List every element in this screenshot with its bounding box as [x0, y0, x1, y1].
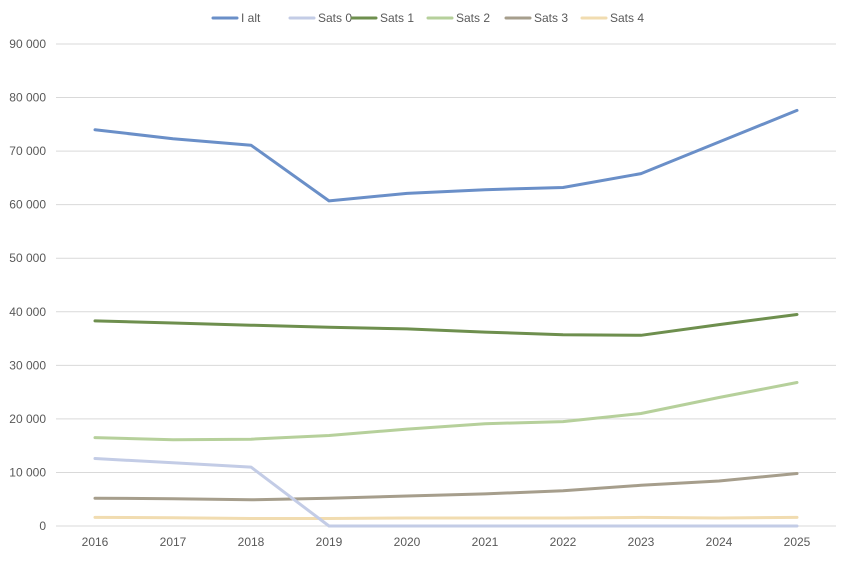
x-tick-label: 2023	[628, 535, 655, 549]
series-line-sats-4	[93, 515, 799, 520]
x-tick-label: 2020	[394, 535, 421, 549]
x-tick-label: 2021	[472, 535, 499, 549]
y-tick-label: 10 000	[9, 465, 46, 479]
x-tick-label: 2025	[784, 535, 811, 549]
y-tick-label: 20 000	[9, 412, 46, 426]
y-axis-tick-labels: 0 10 000 20 000 30 000 40 000 50 000 60 000 70 …	[9, 37, 46, 533]
series-lines	[93, 108, 799, 528]
x-axis-tick-labels: 2016 2017 2018 2019 2020 2021 2022 2023 2024 2025	[82, 535, 811, 549]
legend-label-i-alt: I alt	[241, 11, 261, 25]
series-line-sats-1	[93, 313, 799, 337]
legend-label-sats-2: Sats 2	[456, 11, 490, 25]
x-tick-label: 2016	[82, 535, 109, 549]
legend-label-sats-4: Sats 4	[610, 11, 644, 25]
series-line-sats-3	[93, 472, 799, 502]
series-line-sats-2	[93, 381, 799, 442]
x-tick-label: 2017	[160, 535, 187, 549]
x-tick-label: 2019	[316, 535, 343, 549]
legend-label-sats-1: Sats 1	[380, 11, 414, 25]
y-tick-label: 0	[39, 519, 46, 533]
y-tick-label: 50 000	[9, 251, 46, 265]
x-tick-label: 2022	[550, 535, 577, 549]
x-tick-label: 2024	[706, 535, 733, 549]
x-tick-label: 2018	[238, 535, 265, 549]
series-line-sats-0	[93, 457, 799, 528]
y-tick-label: 40 000	[9, 305, 46, 319]
y-tick-label: 60 000	[9, 198, 46, 212]
y-tick-label: 80 000	[9, 91, 46, 105]
y-tick-label: 30 000	[9, 358, 46, 372]
series-line-i-alt	[93, 108, 799, 203]
legend-label-sats-3: Sats 3	[534, 11, 568, 25]
y-tick-label: 90 000	[9, 37, 46, 51]
gridlines	[56, 43, 836, 527]
legend-label-sats-0: Sats 0	[318, 11, 352, 25]
legend: I alt Sats 0 Sats 1 Sats 2 Sats 3 Sats 4	[211, 11, 644, 25]
y-tick-label: 70 000	[9, 144, 46, 158]
